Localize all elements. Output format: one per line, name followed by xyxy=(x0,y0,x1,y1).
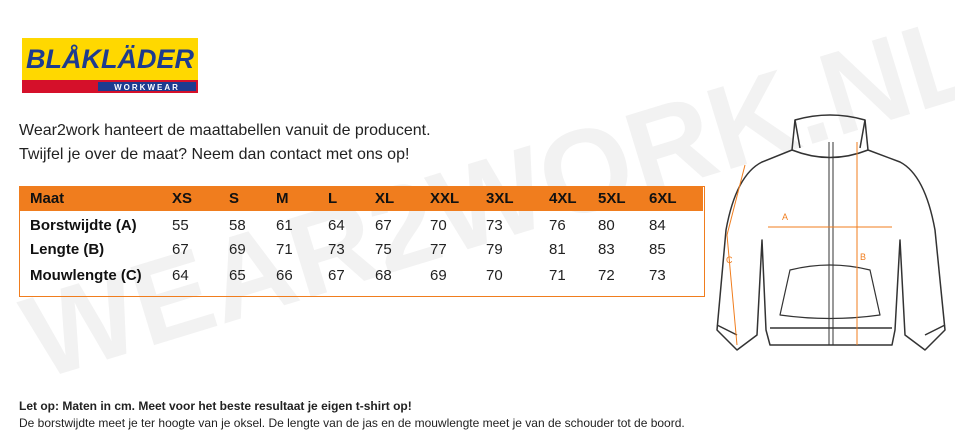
row-label: Borstwijdte (A) xyxy=(30,217,137,234)
header-cell: XS xyxy=(172,190,193,207)
logo-brand: BLÅKLÄDER xyxy=(26,43,194,74)
header-cell: XL xyxy=(375,190,395,207)
size-value: 55 xyxy=(172,217,189,234)
size-value: 67 xyxy=(375,217,392,234)
measure-label: C xyxy=(726,255,733,265)
header-cell: 4XL xyxy=(549,190,577,207)
size-value: 80 xyxy=(598,217,615,234)
size-value: 70 xyxy=(486,267,503,284)
measure-label: A xyxy=(782,212,788,222)
size-value: 68 xyxy=(375,267,392,284)
row-label: Lengte (B) xyxy=(30,241,105,258)
size-value: 61 xyxy=(276,217,293,234)
footer-note: Let op: Maten in cm. Meet voor het beste… xyxy=(19,399,412,413)
size-value: 73 xyxy=(328,241,345,258)
logo-box xyxy=(22,38,198,80)
header-cell: 6XL xyxy=(649,190,677,207)
size-value: 75 xyxy=(375,241,392,258)
table-header-bg xyxy=(20,187,703,211)
header-cell: L xyxy=(328,190,338,207)
footer-text: De borstwijdte meet je ter hoogte van je… xyxy=(19,416,685,430)
size-value: 73 xyxy=(486,217,503,234)
intro-line: Wear2work hanteert de maattabellen vanui… xyxy=(19,122,431,139)
size-value: 73 xyxy=(649,267,666,284)
size-value: 71 xyxy=(276,241,293,258)
size-value: 84 xyxy=(649,217,666,234)
size-value: 77 xyxy=(430,241,447,258)
size-value: 81 xyxy=(549,241,566,258)
size-value: 67 xyxy=(328,267,345,284)
size-value: 64 xyxy=(328,217,345,234)
size-value: 76 xyxy=(549,217,566,234)
size-value: 72 xyxy=(598,267,615,284)
header-cell: 3XL xyxy=(486,190,514,207)
measure-label: B xyxy=(860,252,866,262)
size-value: 58 xyxy=(229,217,246,234)
size-value: 71 xyxy=(549,267,566,284)
size-value: 85 xyxy=(649,241,666,258)
header-cell: M xyxy=(276,190,289,207)
intro-line: Twijfel je over de maat? Neem dan contac… xyxy=(19,146,410,163)
size-value: 64 xyxy=(172,267,189,284)
jacket xyxy=(716,114,946,351)
size-value: 69 xyxy=(430,267,447,284)
size-value: 70 xyxy=(430,217,447,234)
row-label: Mouwlengte (C) xyxy=(30,267,142,284)
size-table: Maat XS S M L XL XXL 3XL 4XL 5XL 6XL Borstwijdte (A… xyxy=(19,186,705,297)
size-value: 67 xyxy=(172,241,189,258)
size-value: 83 xyxy=(598,241,615,258)
measure-lines xyxy=(726,142,892,346)
header-cell: XXL xyxy=(430,190,460,207)
logo-tagline: WORKWEAR xyxy=(114,83,180,92)
size-value: 66 xyxy=(276,267,293,284)
size-value: 69 xyxy=(229,241,246,258)
header-cell: S xyxy=(229,190,240,207)
size-value: 65 xyxy=(229,267,246,284)
size-value: 79 xyxy=(486,241,503,258)
header-cell: Maat xyxy=(30,190,65,207)
logo-strip-blue xyxy=(98,82,196,91)
header-cell: 5XL xyxy=(598,190,626,207)
